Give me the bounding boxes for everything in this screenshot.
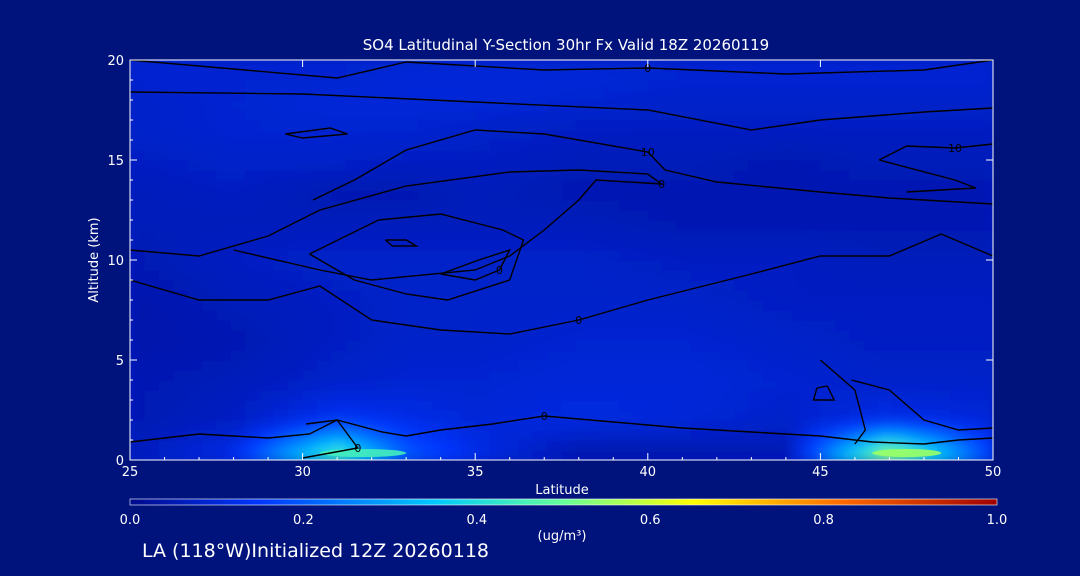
y-tick-label: 20 [107, 54, 124, 69]
contour-line [130, 415, 993, 445]
colorbar-units: (ug/m³) [538, 529, 587, 544]
y-tick-label: 10 [107, 254, 124, 269]
colorbar-tick-label: 0.0 [120, 513, 141, 528]
contour-label: 0 [354, 442, 361, 455]
contour-label: 0 [658, 178, 665, 191]
x-axis: 25 30 35 40 45 50 [122, 60, 1002, 480]
contour-line [851, 379, 993, 431]
contour-label: 0 [644, 62, 651, 75]
x-tick-label: 40 [640, 465, 657, 480]
contour-line [130, 60, 993, 79]
contour-line [309, 213, 525, 301]
colorbar-ticks: 0.0 0.2 0.4 0.6 0.8 1.0 [120, 513, 1008, 528]
contour-line [312, 129, 993, 205]
concentration-field [130, 60, 993, 460]
contour-line [878, 159, 976, 193]
contour-line [285, 127, 348, 139]
contour-lines [130, 60, 993, 459]
y-tick-label: 15 [107, 154, 124, 169]
y-tick-label: 0 [116, 454, 124, 469]
x-tick-label: 45 [812, 465, 829, 480]
run-info-footer: LA (118°W)Initialized 12Z 20260118 [142, 540, 489, 562]
x-tick-label: 35 [467, 465, 484, 480]
contour-label: 0 [541, 410, 548, 423]
x-tick-label: 50 [985, 465, 1002, 480]
x-tick-label: 30 [294, 465, 311, 480]
contour-line [384, 239, 420, 247]
contour-label: 0 [496, 264, 503, 277]
contour-label: 0 [575, 314, 582, 327]
x-axis-label: Latitude [535, 483, 589, 498]
colorbar [129, 498, 998, 506]
y-tick-label: 5 [116, 354, 124, 369]
contour-line [819, 359, 867, 445]
contour-line [878, 143, 993, 161]
contour-label: 10 [948, 142, 962, 155]
contour-label: 10 [641, 146, 655, 159]
contour-line [812, 385, 836, 401]
contour-line [302, 419, 360, 459]
colorbar-tick-label: 0.8 [813, 513, 834, 528]
x-tick-label: 25 [122, 465, 139, 480]
colorbar-tick-label: 0.2 [293, 513, 314, 528]
y-axis-label: Altitude (km) [87, 217, 102, 302]
contour-labels: 0 10 10 0 0 0 0 0 [354, 62, 962, 455]
contour-line [440, 248, 512, 281]
colorbar-tick-label: 1.0 [987, 513, 1008, 528]
contour-line [130, 91, 993, 131]
chart-title: SO4 Latitudinal Y-Section 30hr Fx Valid … [363, 36, 769, 54]
contour-line [130, 233, 993, 335]
colorbar-tick-label: 0.6 [640, 513, 661, 528]
y-axis: 0 5 10 15 20 [107, 54, 993, 469]
colorbar-tick-label: 0.4 [466, 513, 487, 528]
